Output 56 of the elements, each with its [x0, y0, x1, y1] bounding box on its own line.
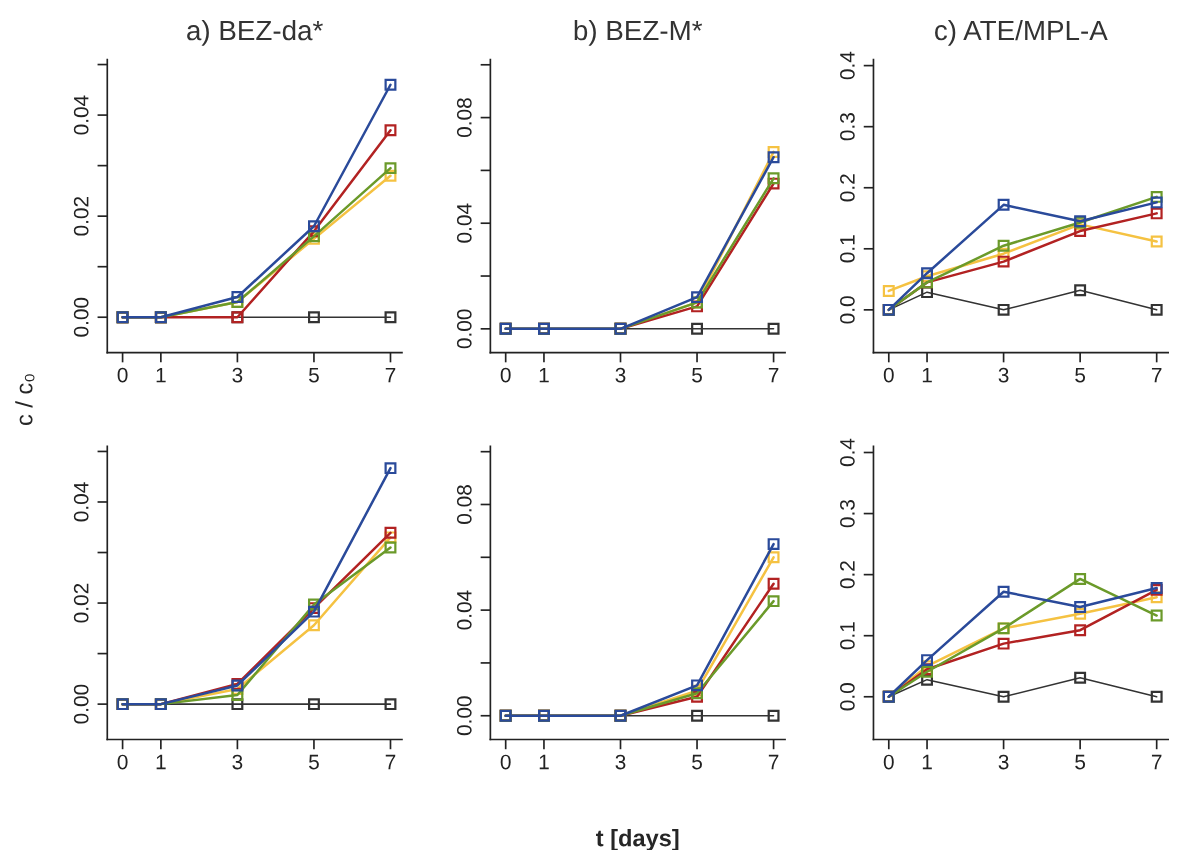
y-tick-label: 0.3	[840, 500, 855, 528]
y-axis-title: c / c₀	[15, 374, 35, 426]
x-tick-label: 1	[156, 367, 166, 383]
x-tick-label: 0	[117, 367, 128, 383]
x-tick-label: 5	[692, 754, 702, 770]
x-tick-label: 0	[883, 367, 894, 383]
y-tick-label: 0.02	[73, 583, 89, 623]
y-tick-label: 0.3	[840, 113, 855, 141]
chart-title: c) ATE/MPL-A	[935, 19, 1108, 46]
x-tick-label: 0	[883, 754, 894, 770]
y-tick-label: 0.4	[840, 438, 855, 467]
x-tick-label: 3	[232, 754, 243, 770]
chart-title: b) BEZ-M*	[574, 19, 703, 46]
x-tick-label: 5	[308, 754, 319, 770]
y-tick-label: 0.2	[840, 174, 855, 202]
y-tick-label: 0.04	[456, 203, 472, 243]
y-tick-label: 0.04	[456, 590, 472, 630]
x-tick-label: 5	[1075, 367, 1086, 383]
x-tick-label: 5	[692, 367, 702, 383]
x-tick-label: 7	[1151, 367, 1162, 383]
chart-title: a) BEZ-da*	[187, 19, 323, 46]
x-tick-label: 3	[998, 754, 1009, 770]
x-tick-label: 1	[539, 367, 549, 383]
x-tick-label: 1	[922, 367, 932, 383]
y-tick-label: 0.02	[73, 196, 89, 236]
x-tick-label: 5	[308, 367, 319, 383]
y-tick-label: 0.0	[840, 683, 855, 711]
y-tick-label: 0.00	[73, 297, 89, 337]
x-tick-label: 7	[1151, 754, 1162, 770]
y-tick-label: 0.08	[456, 98, 472, 138]
x-tick-label: 3	[615, 367, 626, 383]
x-tick-label: 3	[998, 367, 1009, 383]
x-tick-label: 0	[500, 367, 511, 383]
x-tick-label: 0	[500, 754, 511, 770]
x-tick-label: 7	[385, 754, 396, 770]
y-tick-label: 0.04	[73, 482, 89, 522]
y-tick-label: 0.1	[840, 235, 855, 263]
y-tick-label: 0.00	[456, 696, 472, 736]
x-tick-label: 1	[922, 754, 932, 770]
x-tick-label: 3	[615, 754, 626, 770]
x-tick-label: 7	[768, 367, 779, 383]
x-tick-label: 0	[117, 754, 128, 770]
y-tick-label: 0.2	[840, 561, 855, 589]
y-tick-label: 0.1	[840, 622, 855, 650]
y-tick-label: 0.00	[456, 309, 472, 349]
x-tick-label: 7	[768, 754, 779, 770]
y-tick-label: 0.00	[73, 684, 89, 724]
y-tick-label: 0.08	[456, 485, 472, 524]
x-tick-label: 1	[156, 754, 166, 770]
y-tick-label: 0.0	[840, 296, 855, 324]
x-tick-label: 1	[539, 754, 549, 770]
x-tick-label: 5	[1075, 754, 1086, 770]
x-tick-label: 3	[232, 367, 243, 383]
x-tick-label: 7	[385, 367, 396, 383]
y-tick-label: 0.04	[73, 95, 89, 135]
y-tick-label: 0.4	[840, 51, 855, 80]
